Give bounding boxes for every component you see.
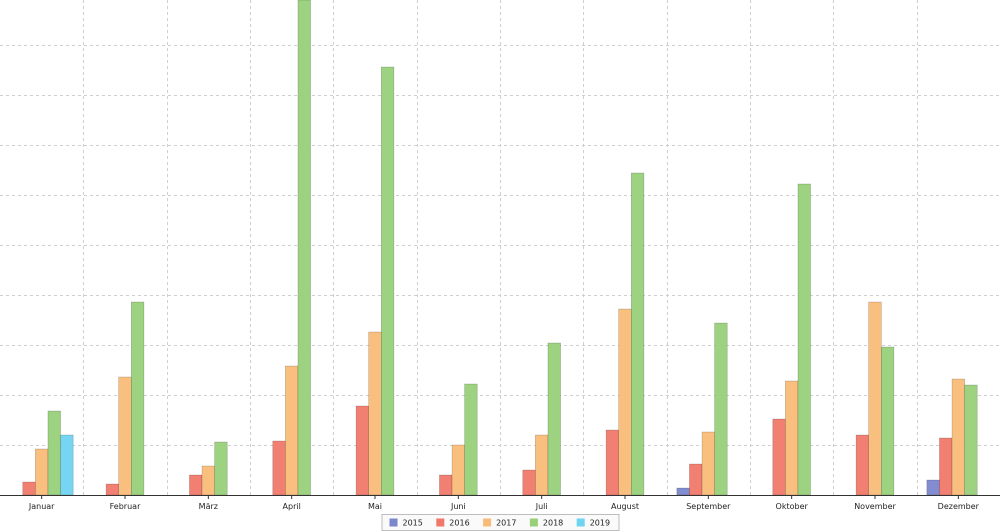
bars <box>22 0 978 496</box>
legend-swatch-2015 <box>389 518 398 527</box>
bar-2017-8[interactable] <box>701 431 715 496</box>
bar-2018-4[interactable] <box>380 66 395 496</box>
bar-2018-2[interactable] <box>214 441 228 496</box>
bar-2018-7[interactable] <box>630 172 645 496</box>
bar-2016-2[interactable] <box>189 474 203 496</box>
bar-2018-5[interactable] <box>464 383 478 496</box>
bar-2018-10[interactable] <box>880 346 895 496</box>
legend-label-2017: 2017 <box>496 519 516 528</box>
grid <box>0 0 1000 495</box>
x-tick-label: Juli <box>535 502 548 511</box>
bar-2016-4[interactable] <box>355 405 370 496</box>
x-tick-label: Januar <box>28 502 55 511</box>
bar-2019-0[interactable] <box>60 434 74 496</box>
bar-2016-11[interactable] <box>939 437 953 496</box>
bar-2016-7[interactable] <box>605 429 619 496</box>
bar-2017-0[interactable] <box>35 448 49 496</box>
x-tick-label: Mai <box>368 502 382 511</box>
x-tick-label: April <box>283 502 301 511</box>
bar-2016-9[interactable] <box>772 418 786 496</box>
bar-2017-11[interactable] <box>951 378 965 496</box>
legend-swatch-2019 <box>576 518 585 527</box>
bar-2017-9[interactable] <box>785 380 799 496</box>
bar-2016-8[interactable] <box>689 463 703 496</box>
bar-2016-1[interactable] <box>105 483 119 496</box>
x-tick-label: Dezember <box>938 502 980 511</box>
legend-swatch-2016 <box>436 518 445 527</box>
bar-2018-9[interactable] <box>797 183 811 496</box>
bar-2017-5[interactable] <box>451 444 465 496</box>
bar-2015-8[interactable] <box>676 487 690 496</box>
bar-2016-3[interactable] <box>272 440 286 496</box>
bar-2018-0[interactable] <box>47 410 61 496</box>
bar-2018-1[interactable] <box>131 301 145 496</box>
bar-2016-6[interactable] <box>522 469 536 496</box>
x-tick-label: November <box>854 502 896 511</box>
bar-2018-3[interactable] <box>297 0 311 496</box>
bar-2017-10[interactable] <box>868 301 882 496</box>
x-tick-label: März <box>199 502 218 511</box>
legend-swatch-2018 <box>529 518 538 527</box>
bar-2017-3[interactable] <box>285 365 299 496</box>
x-axis: Januar Februar März April Mai Juni Juli August S… <box>0 495 1000 511</box>
bar-2016-10[interactable] <box>855 434 869 496</box>
legend-swatch-2017 <box>483 518 492 527</box>
x-tick-label: September <box>686 502 731 511</box>
bar-2018-11[interactable] <box>964 384 978 496</box>
bar-2017-2[interactable] <box>201 465 215 496</box>
x-tick-label: August <box>611 502 639 511</box>
legend: 2015 2016 2017 2018 2019 <box>381 514 620 531</box>
legend-label-2015: 2015 <box>403 519 423 528</box>
bar-2018-8[interactable] <box>714 322 728 496</box>
x-tick-label: Juni <box>450 502 466 511</box>
x-tick-label: Februar <box>110 502 141 511</box>
bar-2016-0[interactable] <box>22 481 36 496</box>
legend-label-2016: 2016 <box>449 519 469 528</box>
bar-2015-11[interactable] <box>926 479 940 496</box>
legend-label-2019: 2019 <box>590 519 610 528</box>
bar-2017-1[interactable] <box>118 376 132 496</box>
x-tick-label: Oktober <box>776 502 809 511</box>
bar-2018-6[interactable] <box>547 342 561 496</box>
bar-2017-6[interactable] <box>535 434 549 496</box>
bar-2017-7[interactable] <box>618 308 632 496</box>
bar-2016-5[interactable] <box>439 474 453 496</box>
legend-label-2018: 2018 <box>543 519 563 528</box>
bar-2017-4[interactable] <box>368 331 382 496</box>
